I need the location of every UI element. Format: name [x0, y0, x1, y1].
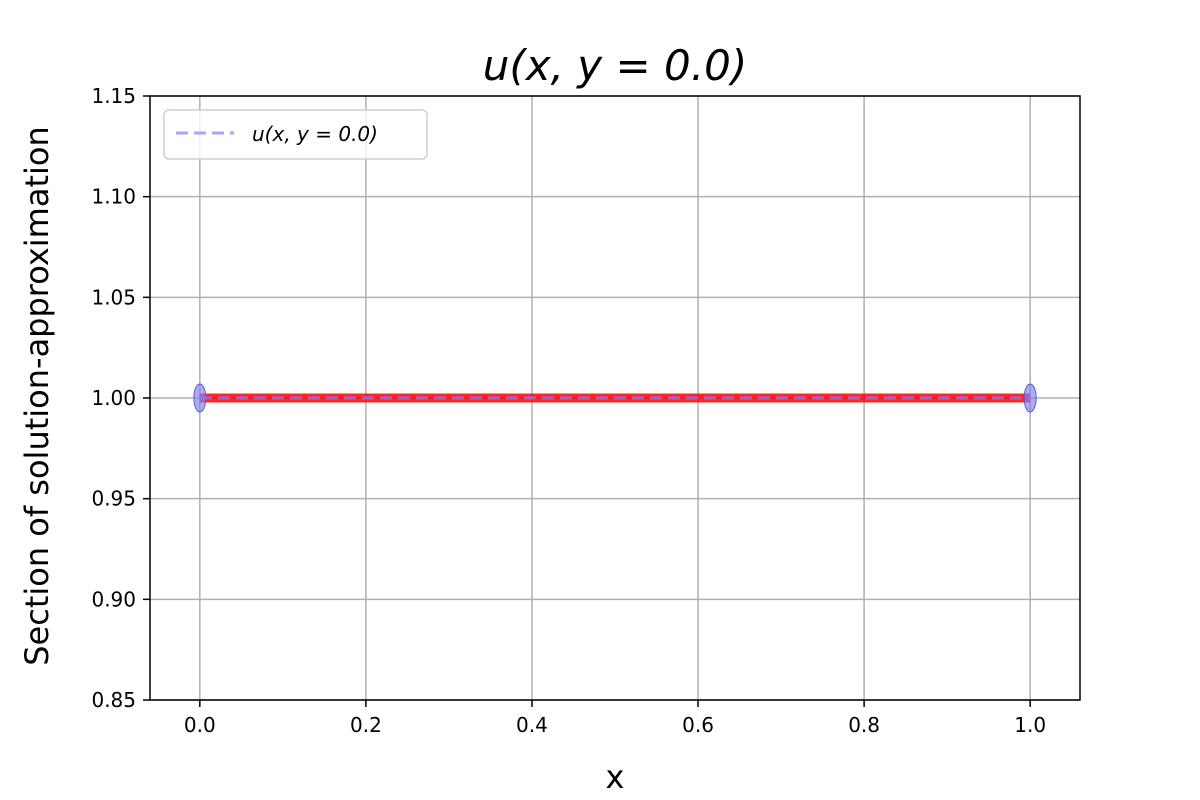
- legend: u(x, y = 0.0): [163, 109, 428, 160]
- plot-area: [193, 383, 1037, 413]
- y-axis-label: Section of solution-approximation: [18, 126, 56, 666]
- x-tick-label: 0.2: [350, 713, 382, 737]
- ticks: 0.0 0.2 0.4 0.6 0.8 1.0 0.85 0.90 0.95 1.00 1.05 1.…: [91, 84, 1046, 737]
- y-tick-label: 1.05: [91, 285, 136, 309]
- y-tick-label: 1.10: [91, 185, 136, 209]
- y-tick-label: 1.15: [91, 84, 136, 108]
- x-tick-label: 0.8: [848, 713, 880, 737]
- x-tick-label: 0.4: [516, 713, 548, 737]
- legend-entry: u(x, y = 0.0): [252, 122, 378, 146]
- chart-title: u(x, y = 0.0): [483, 41, 748, 90]
- y-tick-label: 1.00: [91, 386, 136, 410]
- y-tick-label: 0.95: [91, 487, 136, 511]
- x-tick-label: 1.0: [1014, 713, 1046, 737]
- y-tick-label: 0.85: [91, 688, 136, 712]
- legend-box: [163, 109, 428, 160]
- y-tick-label: 0.90: [91, 587, 136, 611]
- x-axis-label: x: [606, 758, 625, 796]
- x-tick-label: 0.0: [184, 713, 216, 737]
- x-tick-label: 0.6: [682, 713, 714, 737]
